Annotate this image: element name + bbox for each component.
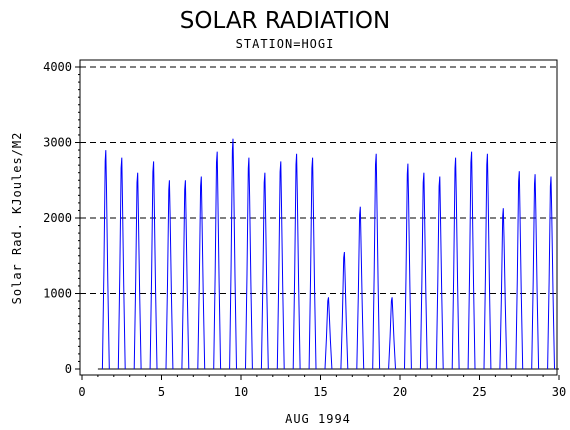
solar-peak-day-10 (245, 157, 253, 370)
solar-peak-day-6 (181, 180, 190, 370)
x-axis-ticks: 0 5 10 15 20 25 30 (78, 375, 566, 399)
solar-peak-day-8 (213, 151, 222, 370)
x-tick-label-3: 15 (313, 385, 327, 399)
x-tick-label-1: 5 (158, 385, 165, 399)
solar-peak-day-5 (165, 180, 174, 370)
solar-peak-day-3 (133, 172, 142, 370)
solar-peak-day-19 (388, 297, 396, 370)
x-tick-label-0: 0 (78, 385, 85, 399)
solar-peak-day-2 (117, 157, 126, 370)
solar-peak-day-17 (356, 206, 365, 370)
chart-title: SOLAR RADIATION (180, 8, 390, 34)
solar-peak-day-9 (229, 138, 237, 370)
solar-peak-day-25 (483, 153, 492, 370)
solar-peak-day-4 (149, 161, 158, 370)
solar-peak-day-16 (340, 251, 349, 370)
x-tick-label-4: 20 (393, 385, 407, 399)
solar-peak-day-12 (276, 161, 285, 370)
series-group (97, 138, 559, 370)
x-axis-label: AUG 1994 (285, 412, 351, 426)
solar-peak-day-22 (435, 176, 444, 370)
solar-peak-day-13 (292, 153, 301, 370)
solar-peak-day-27 (515, 171, 524, 370)
y-tick-label-1: 1000 (43, 287, 72, 301)
y-tick-label-0: 0 (65, 362, 72, 376)
y-axis-ticks: 0 1000 2000 3000 4000 (43, 60, 80, 376)
solar-peak-day-11 (260, 172, 269, 370)
solar-peak-day-7 (197, 176, 206, 370)
y-tick-label-4: 4000 (43, 60, 72, 74)
solar-peak-day-29 (547, 176, 555, 370)
chart-subtitle: STATION=HOGI (236, 37, 335, 51)
solar-peak-day-23 (451, 157, 460, 370)
solar-peak-day-28 (531, 174, 540, 370)
solar-peak-day-20 (404, 163, 412, 370)
y-tick-label-2: 2000 (43, 211, 72, 225)
x-tick-label-6: 30 (552, 385, 566, 399)
solar-peak-day-26 (499, 208, 508, 370)
solar-peak-day-18 (372, 153, 381, 370)
solar-peak-day-14 (308, 157, 317, 370)
x-tick-label-2: 10 (234, 385, 248, 399)
solar-peak-day-1 (101, 150, 110, 370)
solar-peak-day-15 (324, 297, 333, 370)
y-axis-label: Solar Rad. KJoules/M2 (10, 132, 24, 305)
solar-peak-day-21 (419, 172, 428, 370)
x-tick-label-5: 25 (472, 385, 486, 399)
solar-peak-day-24 (467, 151, 476, 370)
y-tick-label-3: 3000 (43, 136, 72, 150)
